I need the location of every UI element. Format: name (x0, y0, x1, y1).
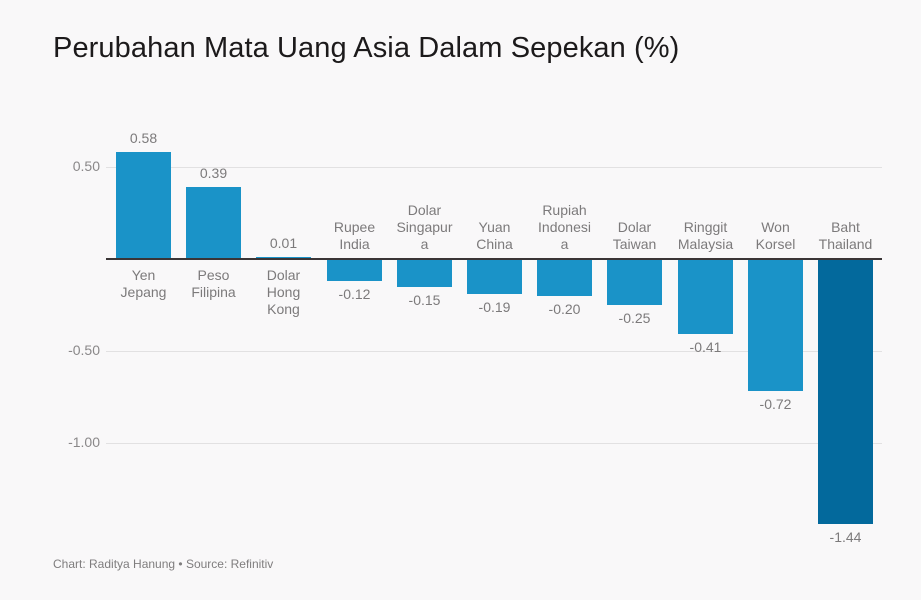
bar-value-label: -0.15 (408, 292, 441, 308)
category-label: Won Korsel (755, 219, 796, 252)
bar-value-label: -0.25 (618, 310, 651, 326)
bar-yuan-china[interactable] (467, 259, 522, 294)
category-label: Yen Jepang (120, 267, 167, 300)
bar-value-label: 0.58 (129, 130, 158, 146)
bar-rupee-india[interactable] (327, 259, 382, 281)
y-axis-tick-label: 0.50 (72, 158, 100, 174)
category-label: Dolar Singapur a (396, 202, 453, 252)
bar-value-label: 0.39 (199, 165, 228, 181)
bar-yen-jepang[interactable] (116, 152, 171, 259)
bar-value-label: -1.44 (829, 529, 862, 545)
zero-axis-line (106, 258, 882, 260)
gridline (106, 167, 882, 168)
gridline (106, 351, 882, 352)
category-label: Ringgit Malaysia (677, 219, 734, 252)
category-label: Dolar Hong Kong (266, 267, 301, 317)
bar-baht-thailand[interactable] (818, 259, 873, 524)
y-axis-tick-label: -0.50 (68, 342, 100, 358)
category-label: Rupiah Indonesi a (538, 202, 591, 252)
bar-peso-filipina[interactable] (186, 187, 241, 259)
bar-dolar-taiwan[interactable] (607, 259, 662, 305)
category-label: Rupee India (333, 219, 376, 252)
bar-value-label: -0.12 (338, 286, 371, 302)
bar-ringgit-malaysia[interactable] (678, 259, 733, 334)
bar-value-label: -0.19 (478, 299, 511, 315)
category-label: Peso Filipina (191, 267, 236, 300)
bar-dolar-singapura[interactable] (397, 259, 452, 287)
bar-rupiah-indonesia[interactable] (537, 259, 592, 296)
chart-source-credit: Chart: Raditya Hanung • Source: Refiniti… (53, 557, 274, 571)
bar-value-label: 0.01 (269, 235, 298, 251)
gridline (106, 443, 882, 444)
category-label: Baht Thailand (818, 219, 873, 252)
category-label: Yuan China (476, 219, 513, 252)
y-axis-tick-label: -1.00 (68, 434, 100, 450)
bar-value-label: -0.41 (689, 339, 722, 355)
bar-value-label: -0.20 (548, 301, 581, 317)
bar-won-korsel[interactable] (748, 259, 803, 391)
chart-title: Perubahan Mata Uang Asia Dalam Sepekan (… (53, 32, 680, 64)
bar-value-label: -0.72 (759, 396, 792, 412)
category-label: Dolar Taiwan (612, 219, 657, 252)
